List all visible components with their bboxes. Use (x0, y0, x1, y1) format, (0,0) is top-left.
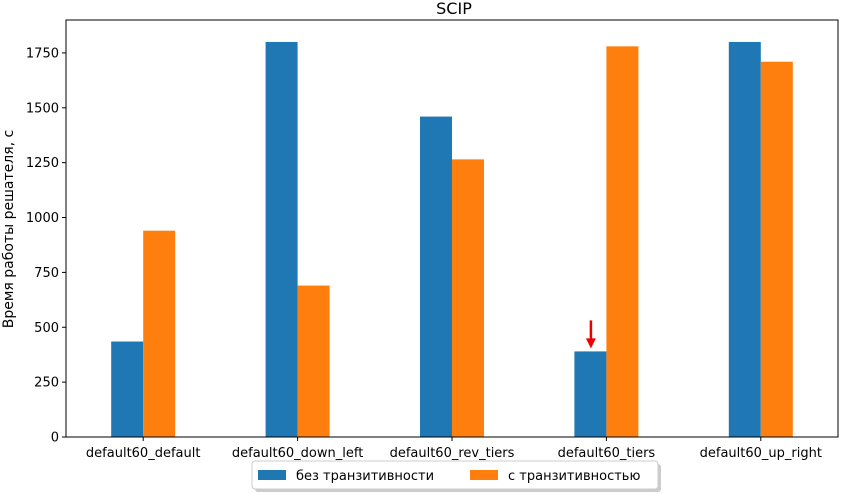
bar-default60_up_right-series-1 (760, 61, 793, 437)
legend: без транзитивности с транзитивностью (251, 460, 661, 492)
x-tick-label: default60_up_right (700, 446, 822, 461)
y-tick-label: 1750 (26, 46, 59, 61)
chart-title: SCIP (436, 0, 472, 18)
bar-default60_rev_tiers-series-1 (452, 159, 484, 437)
y-tick-label: 750 (34, 266, 59, 281)
y-tick-label: 500 (34, 321, 59, 336)
bar-default60_up_right-series-0 (728, 41, 761, 438)
legend-label-1: с транзитивностью (508, 469, 640, 484)
bar-default60_down_left-series-1 (297, 285, 330, 437)
x-tick-label: default60_default (86, 446, 201, 461)
bars-group (111, 41, 793, 438)
legend-swatch-0 (258, 470, 286, 480)
bar-default60_tiers-series-1 (606, 46, 639, 437)
legend-swatch-1 (470, 470, 498, 480)
bar-default60_tiers-series-0 (574, 351, 607, 437)
annotation-arrow-head (585, 338, 596, 349)
y-tick-label: 1000 (26, 211, 59, 226)
annotations (585, 320, 596, 349)
y-tick-label: 1250 (26, 156, 59, 171)
y-tick-label: 250 (34, 376, 59, 391)
x-tick-label: default60_tiers (558, 446, 656, 461)
plot-frame (65, 19, 839, 438)
legend-box (251, 460, 659, 490)
x-tick-label: default60_down_left (232, 446, 363, 461)
bar-default60_rev_tiers-series-0 (420, 116, 452, 437)
y-axis: 0 250 500 750 1000 1250 1500 1750 (26, 46, 66, 446)
bar-default60_default-series-1 (143, 230, 176, 437)
y-tick-label: 1500 (26, 101, 59, 116)
y-axis-label: Время работы решателя, с (1, 130, 17, 329)
x-axis: default60_default default60_down_left defa… (86, 437, 822, 461)
bar-default60_down_left-series-0 (265, 41, 298, 438)
x-tick-label: default60_rev_tiers (390, 446, 515, 461)
bar-default60_default-series-0 (111, 341, 144, 437)
y-tick-label: 0 (51, 431, 59, 446)
legend-label-0: без транзитивности (296, 469, 434, 484)
